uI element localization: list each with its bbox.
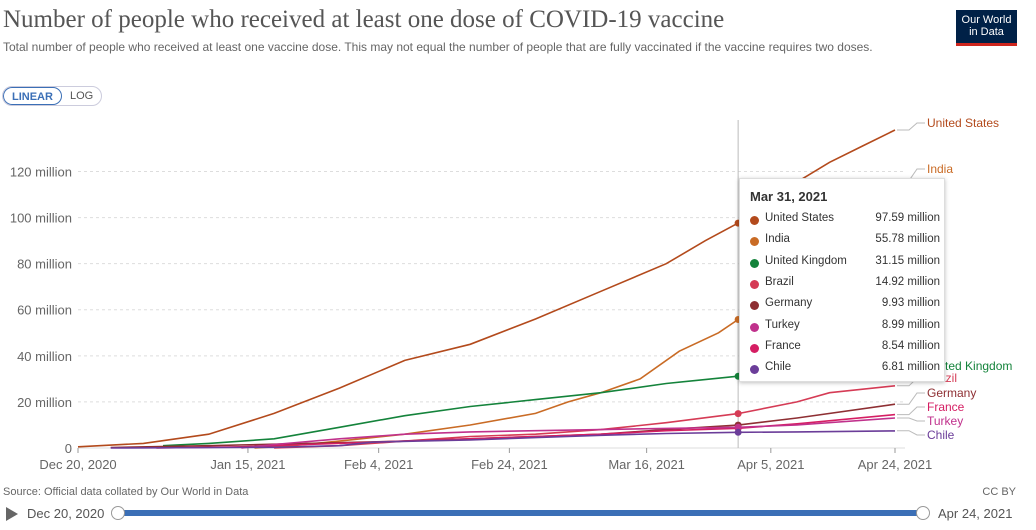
tooltip-value: 6.81 million: [881, 361, 940, 374]
tooltip-country: Germany: [765, 297, 813, 310]
tooltip-value: 97.59 million: [875, 212, 940, 224]
tooltip-row: United States 97.59 million: [750, 212, 940, 233]
scale-toggle[interactable]: LINEAR LOG: [2, 86, 103, 106]
x-tick-label: Apr 24, 2021: [858, 457, 932, 472]
label-connector: [897, 392, 925, 405]
y-tick-label: 80 million: [17, 257, 72, 272]
label-connector: [897, 406, 925, 416]
timeline-end-label: Apr 24, 2021: [938, 506, 1013, 521]
y-tick-label: 120 million: [10, 164, 72, 179]
play-icon[interactable]: [6, 507, 18, 521]
tooltip-row: Turkey 8.99 million: [750, 319, 940, 340]
tooltip-row: Germany 9.93 million: [750, 297, 940, 318]
line-chart[interactable]: 0 20 million 40 million 60 million 80 millio…: [0, 0, 1036, 480]
x-tick-label: Feb 4, 2021: [344, 457, 413, 472]
tooltip-date: Mar 31, 2021: [750, 189, 828, 204]
timeline[interactable]: Dec 20, 2020 Apr 24, 2021: [0, 502, 1036, 526]
series-end-label: India: [927, 162, 953, 176]
hover-marker: [734, 428, 742, 436]
y-tick-label: 60 million: [17, 303, 72, 318]
log-button[interactable]: LOG: [69, 90, 94, 102]
owid-logo[interactable]: Our World in Data: [956, 10, 1017, 46]
chart-subtitle: Total number of people who received at l…: [3, 40, 873, 54]
hover-tooltip: Mar 31, 2021 United States 97.59 million I…: [739, 178, 945, 382]
label-connector: [897, 430, 925, 436]
timeline-track[interactable]: [117, 510, 923, 516]
tooltip-value: 31.15 million: [875, 254, 940, 267]
tooltip-dot: [750, 216, 759, 225]
tooltip-value: 8.54 million: [881, 339, 940, 352]
tooltip-dot: [750, 301, 759, 311]
tooltip-dot: [750, 258, 759, 268]
series-end-label: Turkey: [927, 414, 963, 428]
tooltip-dot: [750, 279, 759, 289]
label-connector: [897, 417, 925, 422]
logo-bar: [956, 43, 1017, 46]
timeline-end-handle[interactable]: [916, 506, 930, 520]
y-tick-label: 0: [65, 441, 72, 456]
source-note: Source: Official data collated by Our Wo…: [3, 486, 249, 498]
tooltip-dot: [750, 237, 759, 247]
series-end-label: France: [927, 400, 965, 414]
series-line: [77, 129, 896, 448]
series-line: [110, 430, 896, 449]
tooltip-row: Brazil 14.92 million: [750, 276, 940, 297]
tooltip-value: 9.93 million: [881, 297, 940, 310]
label-connector: [897, 122, 925, 131]
linear-button[interactable]: LINEAR: [3, 87, 62, 105]
tooltip-country: United Kingdom: [765, 254, 847, 267]
y-tick-label: 100 million: [10, 211, 72, 226]
x-tick-label: Jan 15, 2021: [210, 457, 285, 472]
logo-line-1: Our World: [961, 14, 1012, 26]
tooltip-row: France 8.54 million: [750, 340, 940, 361]
logo-line-2: in Data: [969, 26, 1004, 38]
tooltip-country: Brazil: [765, 275, 794, 288]
tooltip-country: France: [765, 339, 801, 352]
tooltip-country: India: [765, 233, 790, 246]
tooltip-row: United Kingdom 31.15 million: [750, 255, 940, 276]
hover-marker: [734, 423, 742, 431]
tooltip-dot: [750, 322, 759, 332]
tooltip-dot: [750, 365, 759, 375]
tooltip-value: 55.78 million: [875, 233, 940, 246]
y-tick-label: 20 million: [17, 395, 72, 410]
timeline-start-handle[interactable]: [111, 506, 125, 520]
series-end-label: Germany: [927, 386, 976, 400]
license-link[interactable]: CC BY: [982, 486, 1016, 498]
tooltip-country: Chile: [765, 361, 792, 374]
x-tick-label: Feb 24, 2021: [471, 457, 548, 472]
timeline-start-label: Dec 20, 2020: [27, 506, 105, 521]
tooltip-value: 14.92 million: [875, 275, 940, 288]
tooltip-row: Chile 6.81 million: [750, 361, 940, 382]
series-end-label: Chile: [927, 428, 955, 442]
x-tick-label: Apr 5, 2021: [737, 457, 804, 472]
chart-title: Number of people who received at least o…: [3, 6, 725, 33]
tooltip-country: Turkey: [765, 318, 800, 331]
series-line: [241, 417, 896, 449]
tooltip-country: United States: [765, 212, 835, 224]
tooltip-row: India 55.78 million: [750, 233, 940, 254]
x-tick-label: Mar 16, 2021: [608, 457, 685, 472]
x-tick-label: Dec 20, 2020: [39, 457, 116, 472]
tooltip-value: 8.99 million: [881, 318, 940, 331]
hover-marker: [734, 410, 742, 418]
series-end-label: United States: [927, 116, 999, 130]
tooltip-dot: [750, 343, 759, 353]
series-end-label: United Kingdom: [927, 359, 1012, 373]
y-tick-label: 40 million: [17, 349, 72, 364]
